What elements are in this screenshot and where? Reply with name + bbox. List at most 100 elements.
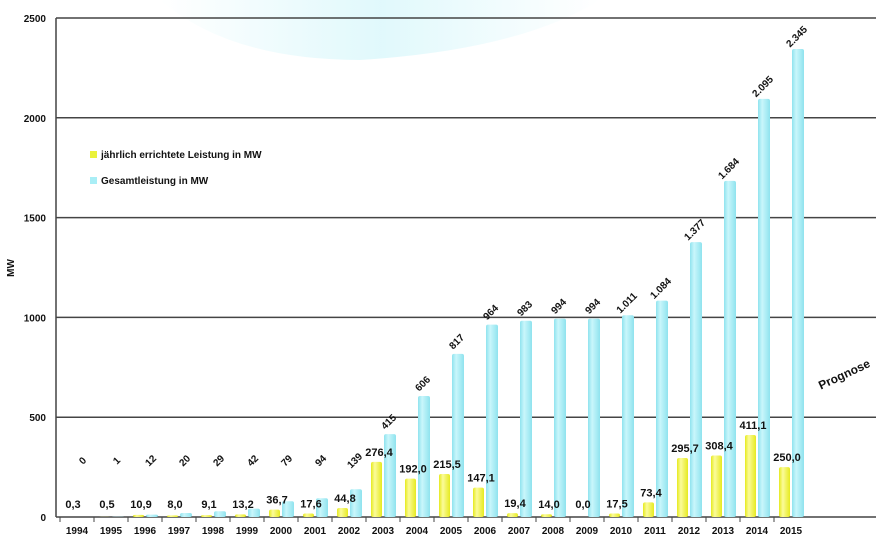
x-tick-label: 2002 xyxy=(338,526,361,537)
x-tick-label: 2007 xyxy=(508,526,531,537)
bar-annual xyxy=(235,514,246,517)
x-tick-label: 1998 xyxy=(202,526,225,537)
bar-annual xyxy=(167,515,178,517)
y-tick-label: 500 xyxy=(29,413,46,424)
bar-total xyxy=(384,434,396,517)
bar-total xyxy=(350,489,362,517)
label-annual: 250,0 xyxy=(773,452,801,464)
label-annual: 308,4 xyxy=(705,440,733,452)
label-annual: 215,5 xyxy=(433,459,461,471)
label-total: 94 xyxy=(313,453,329,469)
bar-total xyxy=(486,324,498,517)
x-tick-label: 1995 xyxy=(100,526,123,537)
label-total: 1.684 xyxy=(716,156,742,182)
x-tick-label: 2015 xyxy=(780,526,803,537)
bar-annual xyxy=(405,478,416,517)
x-tick-label: 1997 xyxy=(168,526,191,537)
y-tick-label: 2500 xyxy=(24,14,47,25)
label-annual: 10,9 xyxy=(130,499,151,511)
label-total: 29 xyxy=(211,453,227,469)
label-total: 994 xyxy=(549,297,569,317)
x-tick-label: 2014 xyxy=(746,526,769,537)
label-total: 1.377 xyxy=(682,217,708,243)
label-total: 1 xyxy=(111,455,123,467)
y-tick-label: 0 xyxy=(40,513,46,524)
label-total: 994 xyxy=(583,297,603,317)
x-tick-label: 2011 xyxy=(644,526,666,537)
label-annual: 13,2 xyxy=(232,499,253,511)
y-tick-label: 1000 xyxy=(24,313,47,324)
bar-annual xyxy=(677,457,688,517)
label-annual: 411,1 xyxy=(740,420,767,432)
bar-total xyxy=(282,501,294,517)
label-total: 983 xyxy=(515,299,535,319)
gridlines xyxy=(56,17,876,518)
bar-total xyxy=(180,513,192,517)
prognose-annotation: Prognose xyxy=(816,356,872,392)
bar-annual xyxy=(133,514,144,517)
label-annual: 8,0 xyxy=(167,499,182,511)
label-annual: 44,8 xyxy=(334,493,355,505)
x-tick-label: 2012 xyxy=(678,526,701,537)
x-tick-label: 2003 xyxy=(372,526,395,537)
x-tick-label: 2000 xyxy=(270,526,293,537)
label-annual: 192,0 xyxy=(399,464,427,476)
label-annual: 17,5 xyxy=(606,499,627,511)
legend-label-annual: jährlich errichtete Leistung in MW xyxy=(100,150,262,161)
bar-total xyxy=(588,318,600,517)
label-total: 139 xyxy=(345,451,365,471)
label-annual: 36,7 xyxy=(266,495,287,507)
legend-swatch-annual xyxy=(90,151,97,158)
x-tick-label: 2013 xyxy=(712,526,735,537)
x-tick-label: 2001 xyxy=(304,526,327,537)
label-annual: 295,7 xyxy=(671,443,699,455)
bar-total xyxy=(418,396,430,517)
label-total: 817 xyxy=(447,332,467,352)
label-total: 79 xyxy=(279,453,295,469)
label-annual: 0,0 xyxy=(575,499,590,511)
bar-annual xyxy=(745,434,756,517)
label-total: 2.095 xyxy=(750,74,776,100)
bar-annual xyxy=(507,513,518,517)
bar-annual xyxy=(779,467,790,517)
bar-annual xyxy=(473,487,484,517)
bar-total xyxy=(214,511,226,517)
label-annual: 73,4 xyxy=(640,487,662,499)
bar-annual xyxy=(609,513,620,517)
y-tick-label: 1500 xyxy=(24,214,47,225)
bar-total xyxy=(792,48,804,518)
bar-total xyxy=(622,315,634,517)
bar-total xyxy=(724,180,736,517)
bars xyxy=(65,48,804,518)
x-tick-label: 1996 xyxy=(134,526,157,537)
x-tick-label: 1999 xyxy=(236,526,259,537)
label-total: 1.084 xyxy=(648,276,674,302)
x-tick-label: 2005 xyxy=(440,526,463,537)
bar-annual xyxy=(371,461,382,517)
x-tick-label: 2009 xyxy=(576,526,599,537)
label-total: 415 xyxy=(379,412,399,432)
label-annual: 9,1 xyxy=(201,499,216,511)
label-annual: 0,3 xyxy=(65,499,80,511)
label-annual: 147,1 xyxy=(467,473,495,485)
legend: jährlich errichtete Leistung in MW Gesamt… xyxy=(90,150,262,187)
x-tick-label: 2006 xyxy=(474,526,497,537)
label-total: 964 xyxy=(481,303,501,323)
label-total: 42 xyxy=(245,453,261,469)
legend-label-total: Gesamtleistung in MW xyxy=(101,176,209,187)
label-annual: 14,0 xyxy=(538,499,559,511)
bar-annual xyxy=(337,508,348,517)
background-swoosh xyxy=(160,0,600,60)
label-total: 0 xyxy=(77,455,89,467)
label-annual: 276,4 xyxy=(365,447,393,459)
label-annual: 17,6 xyxy=(300,498,321,510)
x-tick-label: 1994 xyxy=(66,526,89,537)
x-tick-label: 2008 xyxy=(542,526,565,537)
legend-swatch-total xyxy=(90,177,97,184)
y-tick-label: 2000 xyxy=(24,114,47,125)
bar-annual xyxy=(541,514,552,517)
label-total: 2.345 xyxy=(784,24,810,50)
bar-annual xyxy=(201,515,212,517)
